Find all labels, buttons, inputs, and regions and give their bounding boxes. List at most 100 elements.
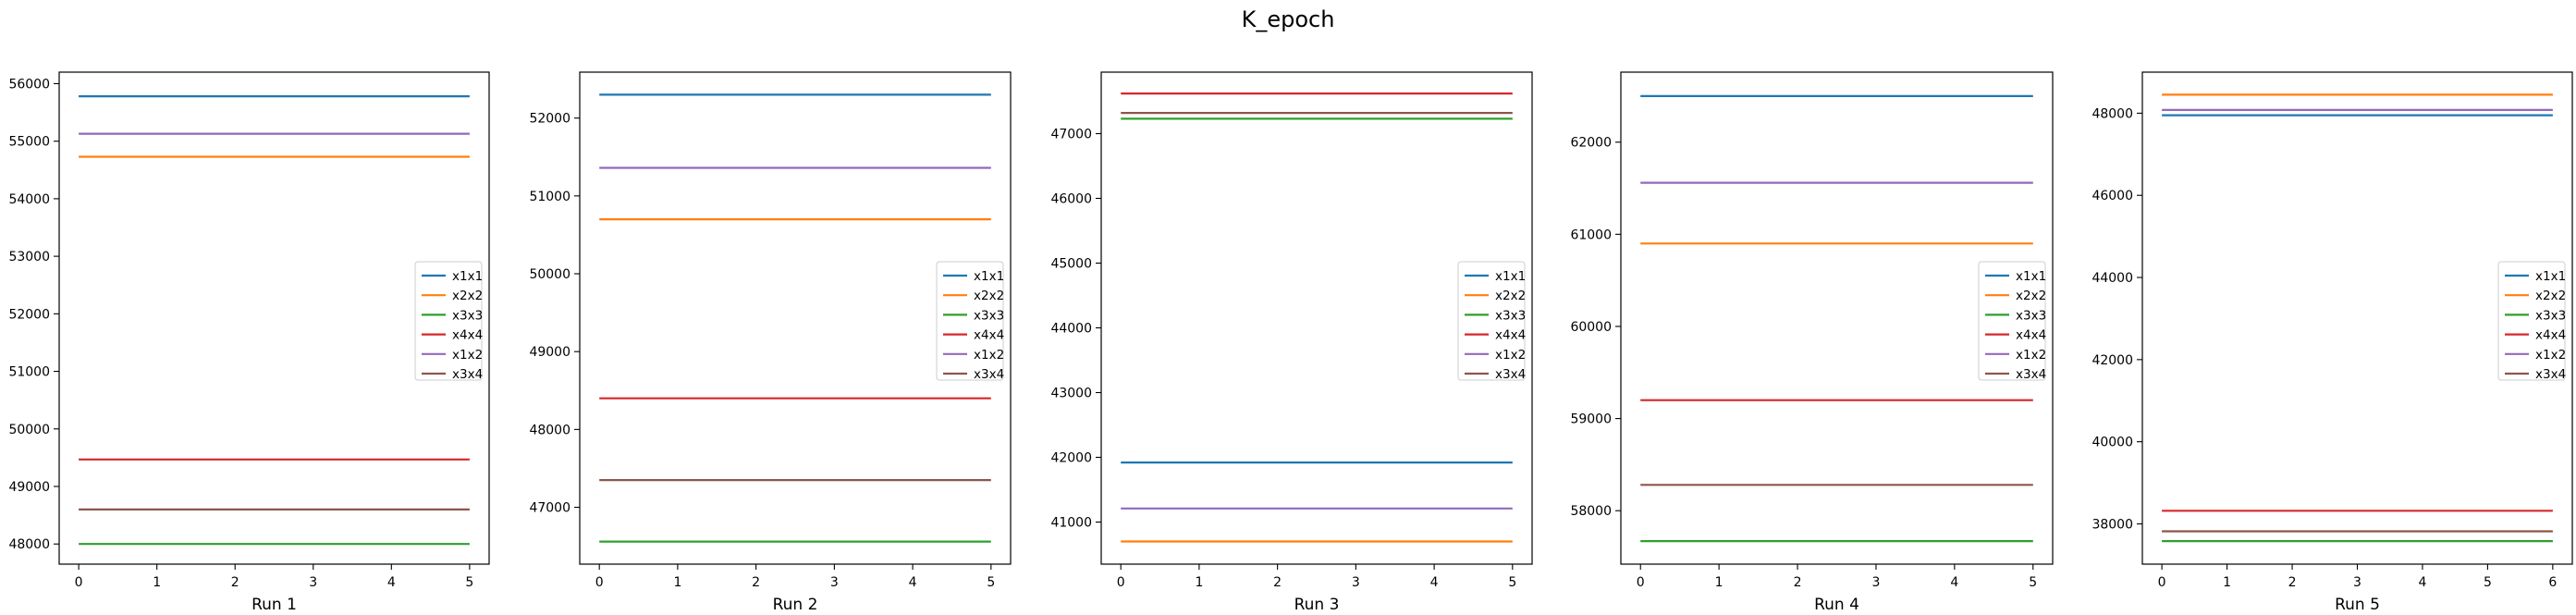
legend-label-x1x2: x1x2 (1495, 348, 1526, 363)
y-tick-label: 48000 (2091, 106, 2133, 121)
legend-label-x1x1: x1x1 (452, 269, 483, 284)
legend-label-x2x2: x2x2 (974, 289, 1004, 303)
y-tick-label: 51000 (8, 365, 50, 380)
legend-label-x3x4: x3x4 (2016, 367, 2046, 382)
x-tick-label: 3 (2353, 575, 2361, 590)
x-tick-label: 1 (153, 575, 161, 590)
legend-label-x1x2: x1x2 (2535, 348, 2566, 363)
x-tick-label: 4 (2418, 575, 2426, 590)
x-tick-label: 0 (75, 575, 83, 590)
y-tick-label: 44000 (1050, 322, 1092, 337)
x-tick-label: 6 (2548, 575, 2557, 590)
axes-frame (58, 71, 490, 565)
y-tick-label: 49000 (529, 345, 570, 360)
y-tick-label: 61000 (1570, 228, 1612, 242)
y-tick-label: 49000 (8, 480, 50, 495)
y-tick-label: 47000 (1050, 128, 1092, 142)
y-tick-label: 52000 (8, 307, 50, 322)
x-axis-label: Run 5 (2335, 596, 2380, 614)
y-tick-label: 50000 (8, 423, 50, 437)
x-tick-label: 2 (1273, 575, 1282, 590)
legend-label-x2x2: x2x2 (452, 289, 483, 303)
legend-label-x3x3: x3x3 (974, 308, 1004, 323)
axes-frame (1100, 71, 1533, 565)
legend-label-x4x4: x4x4 (2016, 328, 2046, 343)
x-tick-label: 4 (909, 575, 917, 590)
legend-label-x2x2: x2x2 (1495, 289, 1526, 303)
x-tick-label: 1 (2223, 575, 2231, 590)
y-tick-label: 42000 (1050, 451, 1092, 466)
x-tick-label: 1 (1195, 575, 1203, 590)
legend-label-x1x1: x1x1 (2535, 269, 2566, 284)
subplot-run-5: 0 1 2 3 4 5 6 38000 40000 42000 44000 46000 48000 Run… (2091, 71, 2573, 614)
legend-label-x2x2: x2x2 (2535, 289, 2566, 303)
x-tick-label: 2 (752, 575, 760, 590)
y-tick-label: 51000 (529, 190, 570, 204)
x-tick-label: 0 (2158, 575, 2166, 590)
x-tick-label: 2 (2288, 575, 2297, 590)
axes-frame (579, 71, 1012, 565)
x-tick-label: 3 (309, 575, 317, 590)
y-tick-label: 56000 (8, 77, 50, 92)
axes-frame (1620, 71, 2054, 565)
y-tick-label: 60000 (1570, 320, 1612, 335)
legend-label-x1x1: x1x1 (1495, 269, 1526, 284)
y-tick-label: 47000 (529, 501, 570, 516)
legend-label-x3x3: x3x3 (2535, 308, 2566, 323)
legend-label-x4x4: x4x4 (1495, 328, 1526, 343)
y-tick-label: 38000 (2091, 517, 2133, 532)
x-tick-label: 2 (1794, 575, 1802, 590)
y-tick-label: 53000 (8, 250, 50, 264)
legend-box (1457, 261, 1526, 381)
subplot-run-3: 0 1 2 3 4 5 41000 42000 43000 44000 45000 46000 4700… (1050, 71, 1533, 614)
x-tick-label: 5 (1508, 575, 1516, 590)
legend-label-x3x4: x3x4 (1495, 367, 1526, 382)
legend-label-x3x3: x3x3 (2016, 308, 2046, 323)
x-axis-label: Run 3 (1294, 596, 1340, 614)
x-tick-label: 0 (1637, 575, 1645, 590)
y-tick-label: 45000 (1050, 257, 1092, 272)
x-tick-label: 3 (830, 575, 839, 590)
x-tick-label: 3 (1871, 575, 1880, 590)
legend-label-x3x4: x3x4 (974, 367, 1004, 382)
x-tick-label: 4 (1950, 575, 1958, 590)
x-tick-label: 0 (1117, 575, 1125, 590)
legend-box (936, 261, 1004, 381)
x-tick-label: 4 (387, 575, 396, 590)
legend-box (1978, 261, 2046, 381)
legend-label-x3x3: x3x3 (1495, 308, 1526, 323)
legend: x1x1 x2x2 x3x3 x4x4 x1x2 x3x4 (414, 261, 483, 382)
legend-label-x1x2: x1x2 (452, 348, 483, 363)
x-tick-label: 2 (231, 575, 239, 590)
x-tick-label: 1 (673, 575, 681, 590)
y-tick-label: 59000 (1570, 412, 1612, 427)
legend-label-x1x2: x1x2 (2016, 348, 2046, 363)
x-tick-label: 4 (1430, 575, 1439, 590)
x-axis-label: Run 4 (1814, 596, 1859, 614)
y-tick-label: 50000 (529, 267, 570, 282)
x-tick-label: 3 (1352, 575, 1360, 590)
legend-label-x3x4: x3x4 (2535, 367, 2566, 382)
legend-label-x3x4: x3x4 (452, 367, 483, 382)
legend-label-x4x4: x4x4 (452, 328, 483, 343)
y-tick-label: 44000 (2091, 271, 2133, 286)
x-tick-label: 5 (2484, 575, 2492, 590)
y-tick-label: 54000 (8, 192, 50, 207)
legend: x1x1 x2x2 x3x3 x4x4 x1x2 x3x4 (1978, 261, 2046, 382)
y-tick-label: 46000 (1050, 192, 1092, 207)
x-tick-label: 5 (2029, 575, 2037, 590)
legend: x1x1 x2x2 x3x3 x4x4 x1x2 x3x4 (2497, 261, 2566, 382)
x-tick-label: 5 (987, 575, 995, 590)
y-tick-label: 40000 (2091, 436, 2133, 450)
y-tick-label: 46000 (2091, 189, 2133, 203)
figure-title: K_epoch (1241, 6, 1335, 32)
y-tick-label: 41000 (1050, 516, 1092, 531)
legend-box (414, 261, 483, 381)
legend-label-x1x1: x1x1 (2016, 269, 2046, 284)
legend-box (2497, 261, 2566, 381)
y-tick-label: 58000 (1570, 504, 1612, 519)
subplot-run-2: 0 1 2 3 4 5 47000 48000 49000 50000 51000 52000 Run … (529, 71, 1012, 614)
y-tick-label: 48000 (529, 423, 570, 437)
legend-label-x2x2: x2x2 (2016, 289, 2046, 303)
